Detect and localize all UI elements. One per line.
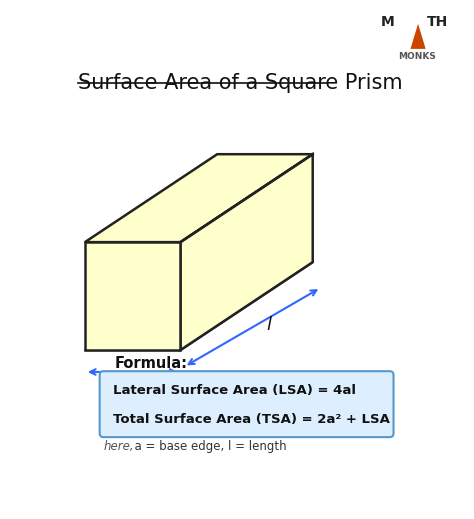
Text: a = base edge, l = length: a = base edge, l = length	[127, 440, 287, 453]
Polygon shape	[85, 262, 313, 350]
Text: a: a	[127, 376, 138, 394]
Polygon shape	[85, 154, 313, 242]
Polygon shape	[410, 24, 426, 49]
Text: Surface Area of a Square Prism: Surface Area of a Square Prism	[78, 74, 402, 93]
Text: TH: TH	[427, 16, 448, 30]
Text: Lateral Surface Area (LSA) = 4al: Lateral Surface Area (LSA) = 4al	[112, 384, 356, 397]
Text: here,: here,	[103, 440, 134, 453]
Polygon shape	[85, 242, 181, 350]
Polygon shape	[181, 154, 313, 350]
Text: M: M	[381, 16, 395, 30]
Text: Total Surface Area (TSA) = 2a² + LSA: Total Surface Area (TSA) = 2a² + LSA	[112, 413, 389, 426]
Text: Formula:: Formula:	[114, 356, 187, 371]
Text: l: l	[266, 316, 272, 334]
FancyBboxPatch shape	[100, 371, 393, 437]
Text: MONKS: MONKS	[398, 52, 436, 61]
